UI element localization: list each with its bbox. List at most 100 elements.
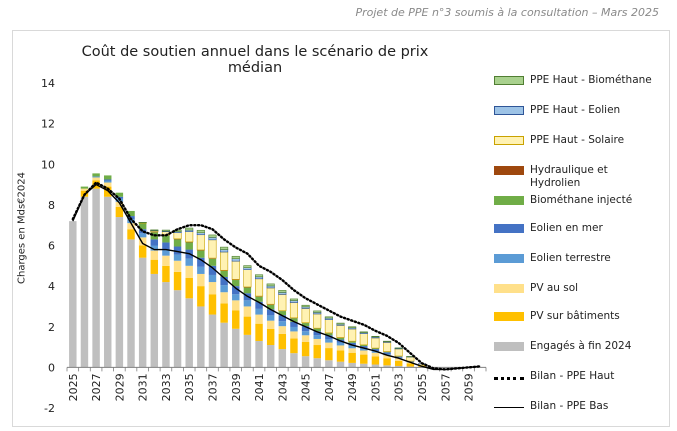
bar-segment — [232, 294, 240, 301]
bar-segment — [220, 270, 228, 271]
bar-segment — [325, 333, 333, 336]
legend-item: Biométhane injecté — [494, 194, 669, 207]
bar-segment — [383, 355, 391, 359]
bar-segment — [290, 353, 298, 368]
bar-segment — [208, 258, 217, 266]
bar-segment — [185, 258, 193, 266]
y-tick-label: 6 — [48, 240, 55, 253]
bar-segment — [208, 314, 217, 368]
bar-segment — [220, 270, 228, 277]
bar-segment — [220, 292, 228, 304]
bar-segment — [336, 350, 345, 362]
bar-segment — [383, 365, 391, 368]
bar-segment — [197, 266, 205, 274]
bar-segment — [394, 358, 403, 361]
bar-segment — [173, 238, 182, 240]
bar-segment — [197, 250, 205, 258]
x-tick-label: 2025 — [67, 373, 80, 401]
bar-segment — [115, 206, 124, 218]
legend-label: PV sur bâtiments — [530, 310, 620, 322]
legend-swatch — [494, 342, 524, 351]
bar-segment — [290, 326, 298, 332]
bar-segment — [138, 233, 147, 238]
bar-segment — [220, 276, 228, 286]
bar-segment — [266, 283, 275, 287]
bar-segment — [266, 309, 275, 316]
bar-segment — [162, 255, 170, 266]
bar-segment — [313, 331, 321, 336]
x-tick-label: 2055 — [416, 373, 429, 401]
legend-swatch — [494, 166, 524, 175]
bar-segment — [115, 201, 124, 207]
bar-segment — [196, 234, 205, 251]
bar-segment — [208, 239, 217, 259]
bar-segment — [360, 350, 368, 355]
bar-segment — [232, 280, 240, 287]
chart-title: Coût de soutien annuel dans le scénario … — [81, 44, 429, 76]
bar-segment — [92, 177, 100, 181]
bar-segment — [232, 328, 240, 368]
bar-segment — [173, 239, 182, 247]
bar-segment — [162, 242, 170, 250]
bar-segment — [313, 358, 321, 368]
bar-segment — [278, 294, 287, 312]
bar-segment — [289, 302, 298, 319]
bar-segment — [92, 188, 100, 368]
bar-segment — [301, 323, 310, 327]
bar-segment — [325, 348, 333, 361]
bar-segment — [255, 276, 264, 280]
bar-segment — [185, 231, 194, 243]
bar-segment — [80, 186, 89, 189]
bar-segment — [255, 278, 264, 297]
bar-segment — [208, 274, 217, 283]
bar-segment — [127, 210, 135, 217]
bar-segment — [394, 365, 403, 368]
bar-segment — [232, 279, 240, 281]
bar-segment — [255, 296, 263, 302]
bar-segment — [266, 320, 275, 329]
bar-segment — [185, 227, 194, 231]
bar-segment — [325, 342, 333, 349]
bar-segment — [348, 362, 356, 368]
bar-segment — [162, 249, 170, 256]
bar-segment — [173, 232, 182, 240]
legend-item: PPE Haut - Solaire — [494, 134, 669, 147]
bar-segment — [185, 242, 193, 250]
bar-segment — [406, 356, 415, 362]
bar-segment — [196, 229, 205, 234]
bar-segment — [278, 292, 287, 295]
bar-segment — [243, 287, 252, 294]
y-tick-label: 4 — [48, 280, 55, 293]
bar-segment — [243, 334, 252, 368]
bar-segment — [359, 333, 368, 346]
legend-item: Bilan - PPE Haut — [494, 370, 669, 383]
legend-swatch — [494, 106, 524, 115]
x-tick-label: 2051 — [369, 373, 382, 401]
bar-segment — [255, 301, 263, 309]
legend-item: Eolien terrestre — [494, 252, 669, 265]
bar-segment — [69, 221, 77, 368]
bar-segment — [301, 335, 310, 342]
bar-segment — [208, 237, 217, 241]
bar-segment — [371, 348, 380, 350]
bar-segment — [301, 341, 310, 357]
bar-segment — [394, 360, 403, 366]
x-tick-label: 2027 — [90, 373, 103, 401]
bar-segment — [278, 311, 287, 316]
legend-label: PPE Haut - Biométhane — [530, 74, 652, 86]
bar-segment — [243, 269, 252, 288]
bar-segment — [266, 315, 275, 321]
x-tick-label: 2031 — [137, 373, 150, 401]
bar-segment — [115, 217, 124, 368]
bar-segment — [127, 223, 135, 230]
x-tick-label: 2043 — [276, 373, 289, 401]
x-tick-label: 2049 — [346, 373, 359, 401]
bar-segment — [278, 290, 287, 293]
bar-segment — [232, 300, 240, 311]
legend-line-sample — [494, 407, 524, 408]
x-tick-label: 2053 — [393, 373, 406, 401]
bar-segment — [173, 271, 182, 291]
bar-segment — [138, 229, 147, 234]
bar-segment — [348, 328, 357, 342]
bar-segment — [197, 286, 205, 307]
